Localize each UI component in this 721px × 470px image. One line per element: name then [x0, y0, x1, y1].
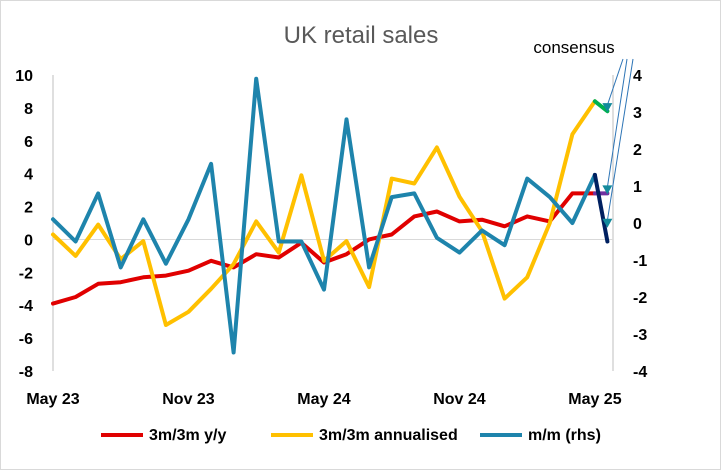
y-left-tick-label: -2 — [19, 265, 33, 282]
y-right-tick-label: 4 — [633, 68, 642, 85]
y-right-tick-label: 3 — [633, 105, 642, 122]
legend-label: 3m/3m annualised — [319, 427, 458, 444]
y-left-tick-label: 10 — [15, 68, 33, 85]
y-left-tick-label: 4 — [24, 167, 33, 184]
y-right-tick-label: -3 — [633, 327, 647, 344]
consensus-arrowhead — [602, 218, 613, 228]
y-right-tick-label: -4 — [633, 364, 647, 381]
legend-label: 3m/3m y/y — [149, 427, 226, 444]
y-right-tick-label: 2 — [633, 142, 642, 159]
y-right-tick-label: -2 — [633, 290, 647, 307]
series-line-3m-3m-annualised — [51, 99, 597, 327]
y-left-tick-label: 8 — [24, 101, 33, 118]
extension-line — [592, 99, 610, 114]
consensus-arrowhead — [602, 103, 613, 113]
legend: 3m/3m y/y 3m/3m annualised m/m (rhs) — [101, 427, 601, 444]
chart-title: UK retail sales — [284, 22, 439, 49]
y-left-tick-label: -8 — [19, 364, 33, 381]
y-right-tick-label: 1 — [633, 179, 642, 196]
y-left-tick-label: 6 — [24, 134, 33, 151]
x-tick-label: May 25 — [568, 391, 621, 408]
y-right-tick-label: -1 — [633, 253, 647, 270]
y-left-tick-label: -6 — [19, 331, 33, 348]
series-line-m-m-rhs- — [51, 76, 597, 355]
consensus-arrow — [606, 58, 624, 106]
y-right-tick-label: 0 — [633, 216, 642, 233]
series-layer: consensus — [51, 38, 634, 355]
x-tick-label: May 23 — [26, 391, 79, 408]
y-left-tick-label: 0 — [24, 232, 33, 249]
y-left-tick-label: -4 — [19, 298, 33, 315]
x-tick-label: Nov 23 — [162, 391, 215, 408]
consensus-arrowhead — [602, 185, 613, 195]
consensus-arrow — [606, 58, 628, 188]
consensus-arrow — [606, 58, 634, 221]
x-tick-label: Nov 24 — [433, 391, 486, 408]
consensus-label: consensus — [533, 38, 614, 57]
extension-line — [592, 172, 610, 244]
y-left-tick-label: 2 — [24, 200, 33, 217]
legend-label: m/m (rhs) — [528, 427, 601, 444]
x-tick-label: May 24 — [297, 391, 350, 408]
